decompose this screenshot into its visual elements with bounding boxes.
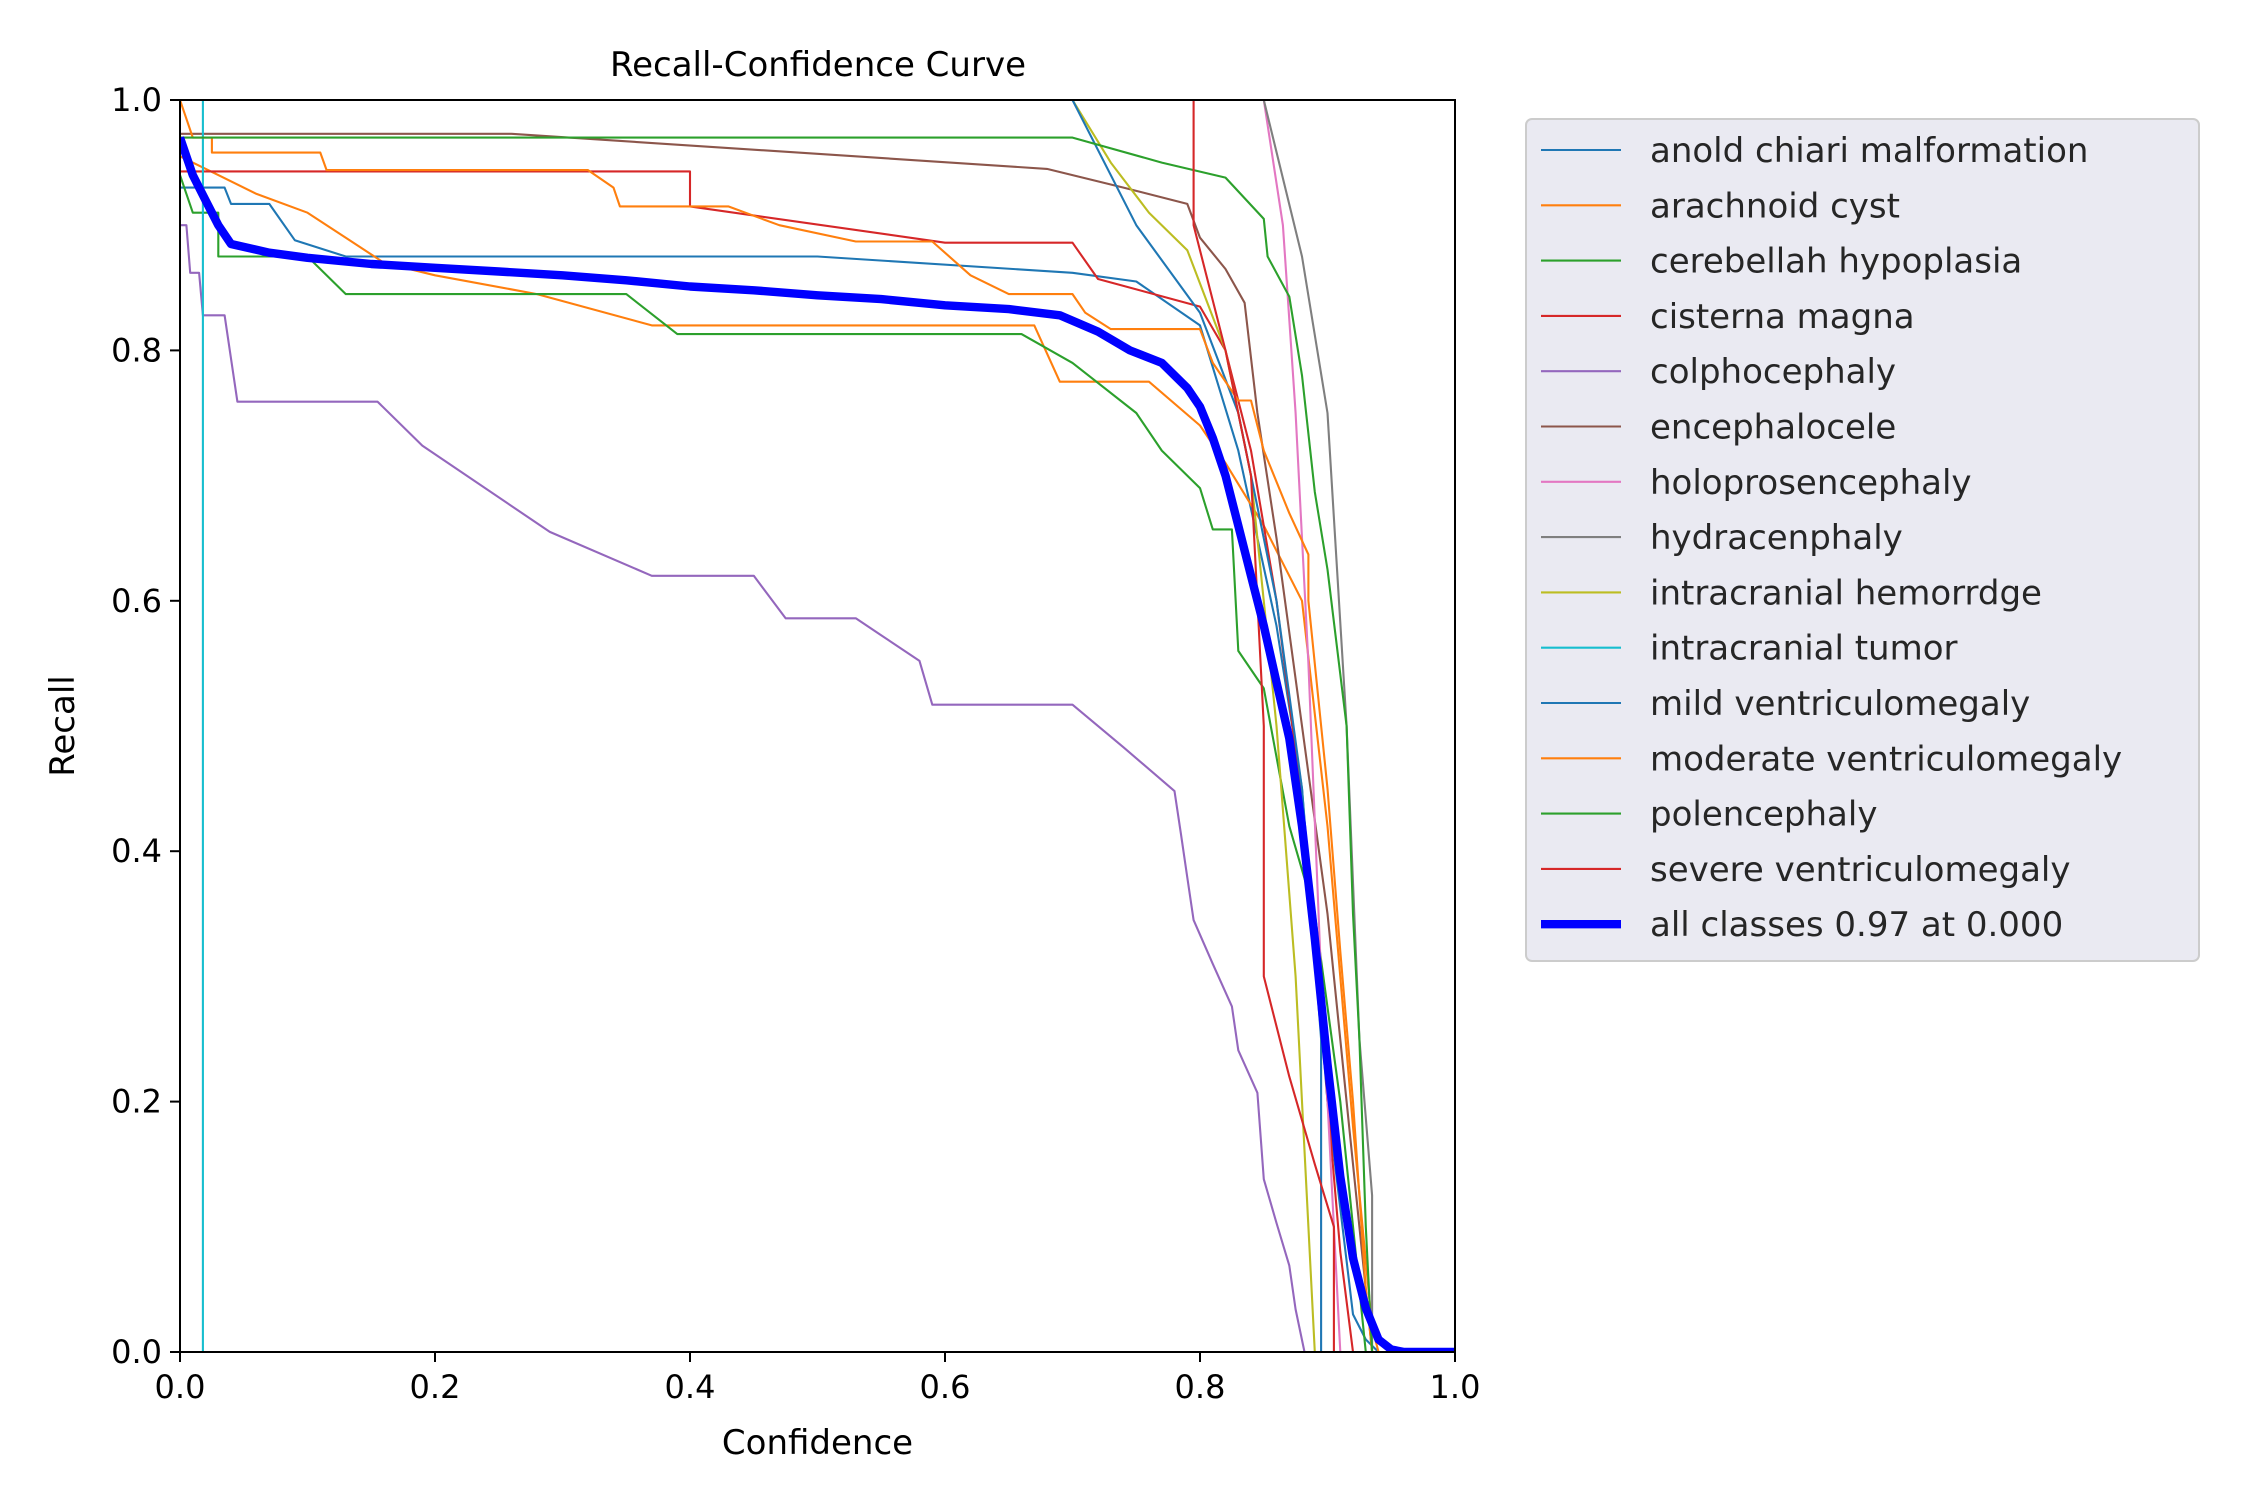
legend-label: arachnoid cyst xyxy=(1650,186,1900,226)
x-tick-label: 0.8 xyxy=(1175,1368,1226,1406)
x-tick-label: 1.0 xyxy=(1430,1368,1481,1406)
y-tick-label: 0.6 xyxy=(111,582,162,620)
plot-frame xyxy=(179,99,1456,1353)
legend-label: all classes 0.97 at 0.000 xyxy=(1650,905,2063,945)
x-tick-label: 0.6 xyxy=(920,1368,971,1406)
legend-label: severe ventriculomegaly xyxy=(1650,850,2070,890)
series-line-4 xyxy=(180,224,1455,1352)
series-line-0 xyxy=(180,186,1455,1352)
legend: anold chiari malformation arachnoid cyst c… xyxy=(1525,118,2200,962)
series-line-10 xyxy=(1071,100,1455,1352)
y-tick-label: 0.4 xyxy=(111,832,162,870)
series-line-5 xyxy=(180,132,1455,1352)
legend-label: cerebellah hypoplasia xyxy=(1650,242,2022,282)
y-tick-label: 1.0 xyxy=(111,81,162,119)
legend-label: colphocephaly xyxy=(1650,352,1896,392)
x-axis-label: Confidence xyxy=(722,1423,913,1463)
y-tick-label: 0.2 xyxy=(111,1083,162,1121)
series-line-14 xyxy=(180,136,1455,1352)
x-axis: 0.0 0.2 0.4 0.6 0.8 1.0 xyxy=(155,1352,1481,1406)
legend-label: anold chiari malformation xyxy=(1650,131,2088,171)
series-line-11 xyxy=(180,100,1455,1352)
series-line-13 xyxy=(1192,100,1455,1352)
legend-label: mild ventriculomegaly xyxy=(1650,684,2030,724)
legend-label: moderate ventriculomegaly xyxy=(1650,739,2122,779)
legend-label: hydracenphaly xyxy=(1650,518,1903,558)
legend-label: cisterna magna xyxy=(1650,297,1915,337)
series-layer xyxy=(180,100,1455,1352)
legend-box xyxy=(1525,118,2200,962)
y-axis: 0.0 0.2 0.4 0.6 0.8 1.0 xyxy=(111,81,180,1371)
legend-label: holoprosencephaly xyxy=(1650,463,1972,503)
legend-label: encephalocele xyxy=(1650,408,1896,448)
y-tick-label: 0.8 xyxy=(111,331,162,369)
series-line-9 xyxy=(180,100,1455,1352)
legend-label: intracranial hemorrdge xyxy=(1650,573,2042,613)
x-tick-label: 0.2 xyxy=(410,1368,461,1406)
x-tick-label: 0.0 xyxy=(155,1368,206,1406)
series-line-1 xyxy=(180,155,1455,1352)
y-axis-label: Recall xyxy=(43,675,83,776)
y-tick-label: 0.0 xyxy=(111,1333,162,1371)
x-tick-label: 0.4 xyxy=(665,1368,716,1406)
chart-title: Recall-Confidence Curve xyxy=(610,45,1026,85)
legend-label: polencephaly xyxy=(1650,795,1877,835)
legend-label: intracranial tumor xyxy=(1650,629,1958,669)
series-line-6 xyxy=(1262,100,1455,1352)
